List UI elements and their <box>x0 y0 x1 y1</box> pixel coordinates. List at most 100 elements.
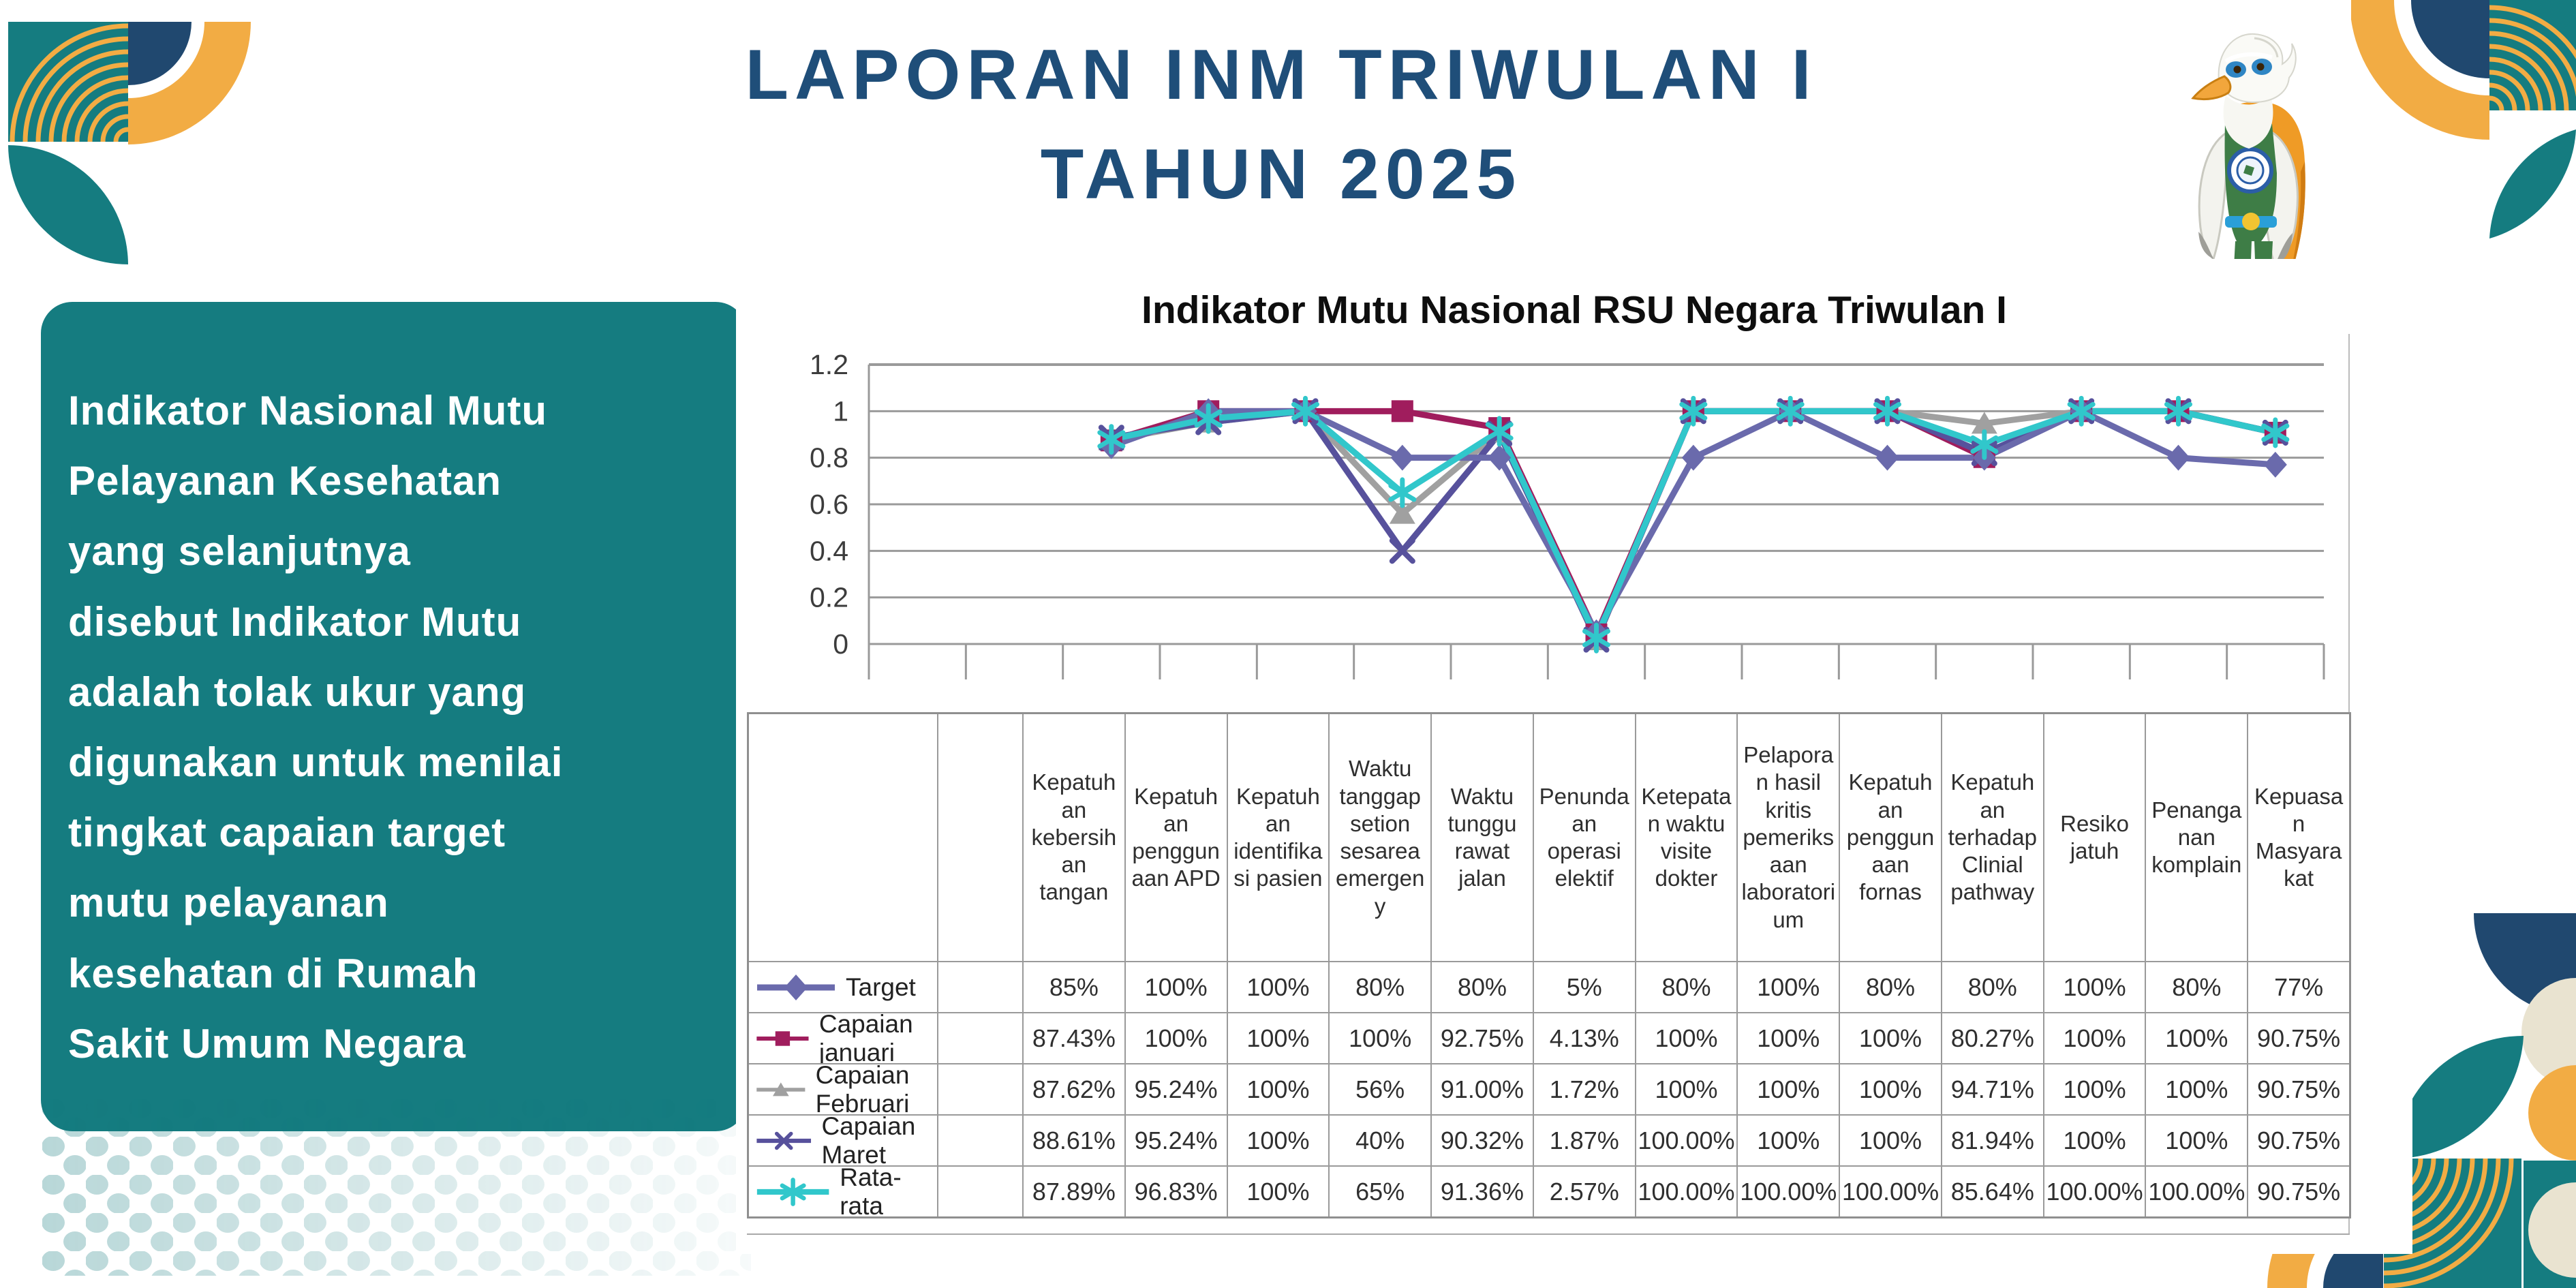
legend-label: Capaian Februari <box>815 1063 910 1114</box>
column-header-9: Kepatuhan terhadap Clinial pathway <box>1940 714 2043 961</box>
y-axis-label: 0 <box>833 628 848 660</box>
series-line-0 <box>1110 408 2276 636</box>
y-axis-label: 0.4 <box>810 535 848 566</box>
asterisk-marker <box>1582 622 1610 654</box>
asterisk-marker <box>1388 477 1417 508</box>
value-cell-r4-c12: 90.75% <box>2247 1165 2349 1216</box>
value-cell-r3-c9: 81.94% <box>1940 1114 2043 1165</box>
value-cell-r4-c8: 100.00% <box>1839 1165 1941 1216</box>
cream-quarter <box>2528 1182 2576 1278</box>
yellow-disc <box>2528 1065 2576 1161</box>
value-cell-r2-c1: 95.24% <box>1124 1063 1227 1114</box>
intro-box: Indikator Nasional Mutu Pelayanan Keseha… <box>41 302 747 1131</box>
value-cell-r2-c10: 100% <box>2042 1063 2145 1114</box>
value-cell-r0-c12: 77% <box>2247 961 2349 1012</box>
value-cell-r2-c2: 100% <box>1226 1063 1329 1114</box>
value-cell-r4-c9: 85.64% <box>1940 1165 2043 1216</box>
value-cell-r1-c2: 100% <box>1226 1012 1329 1063</box>
value-cell-r4-c4: 91.36% <box>1430 1165 1533 1216</box>
value-cell-r1-c3: 100% <box>1328 1012 1431 1063</box>
table-corner-cell <box>749 714 937 961</box>
value-cell-r3-c7: 100% <box>1736 1114 1839 1165</box>
square-marker <box>775 1030 791 1046</box>
column-header-11: Penanganan komplain <box>2145 714 2247 961</box>
value-cell-r4-c0: 87.89% <box>1022 1165 1124 1216</box>
legend-marker-icon <box>756 1177 829 1206</box>
column-header-0: Kepatuhan kebersihan tangan <box>1022 714 1124 961</box>
value-cell-r0-c11: 80% <box>2145 961 2248 1012</box>
value-cell-r4-c11: 100.00% <box>2145 1165 2248 1216</box>
brow <box>2224 52 2273 63</box>
intro-text: Indikator Nasional Mutu Pelayanan Keseha… <box>68 388 564 1067</box>
page-title-line1: LAPORAN INM TRIWULAN I <box>745 35 1818 114</box>
halftone-dots <box>42 1099 751 1276</box>
value-cell-r1-c1: 100% <box>1124 1012 1227 1063</box>
value-cell-r3-c11: 100% <box>2145 1114 2248 1165</box>
diamond-marker <box>1390 444 1414 471</box>
value-cell-r1-c4: 92.75% <box>1430 1012 1533 1063</box>
asterisk-marker <box>1873 395 1901 427</box>
legend-marker-icon <box>757 974 835 1000</box>
value-cell-r3-c2: 100% <box>1226 1114 1329 1165</box>
legend-cell-4: Rata-rata <box>749 1165 937 1216</box>
series-line-1 <box>1110 408 2276 638</box>
asterisk-marker <box>2164 395 2192 427</box>
value-cell-r0-c9: 80% <box>1940 961 2043 1012</box>
table-blank-cell <box>937 1063 1022 1114</box>
legend-marker-icon <box>756 1082 806 1096</box>
leaf-shape <box>2489 129 2576 239</box>
value-cell-r3-c4: 90.32% <box>1430 1114 1533 1165</box>
corner-decoration-top-left <box>8 22 251 264</box>
badge-glyph <box>2243 165 2254 176</box>
cream-disc <box>2521 978 2576 1087</box>
value-cell-r2-c9: 94.71% <box>1940 1063 2043 1114</box>
column-header-7: Pelaporan hasil kritis pemeriksaan labor… <box>1736 714 1839 961</box>
value-cell-r2-c7: 100% <box>1736 1063 1839 1114</box>
neck-fluff <box>2223 95 2273 149</box>
asterisk-marker <box>1970 429 1999 460</box>
column-header-12: Kepuasan Masyarakat <box>2247 714 2349 961</box>
asterisk-marker <box>1679 395 1708 427</box>
chart-panel: Indikator Mutu Nasional RSU Negara Triwu… <box>736 259 2412 1254</box>
value-cell-r1-c0: 87.43% <box>1022 1012 1124 1063</box>
diamond-marker <box>2166 444 2190 471</box>
column-header-8: Kepatuhan penggunaan fornas <box>1839 714 1941 961</box>
left-eye <box>2233 65 2241 74</box>
right-eye <box>2256 63 2265 71</box>
value-cell-r4-c6: 100.00% <box>1634 1165 1737 1216</box>
column-header-1: Kepatuhan penggunaan APD <box>1124 714 1227 961</box>
left-wing-tips <box>2198 232 2213 259</box>
value-cell-r3-c0: 88.61% <box>1022 1114 1124 1165</box>
value-cell-r0-c1: 100% <box>1124 961 1227 1012</box>
value-cell-r3-c12: 90.75% <box>2247 1114 2349 1165</box>
belt-buckle <box>2242 213 2260 230</box>
quarter-swoosh <box>2351 0 2489 140</box>
legend-label: Rata-rata <box>840 1165 902 1216</box>
x-marker <box>774 1131 793 1150</box>
page-title-line2: TAHUN 2025 <box>1040 134 1522 214</box>
value-cell-r0-c7: 100% <box>1736 961 1839 1012</box>
diamond-marker <box>1488 444 1512 471</box>
value-cell-r2-c8: 100% <box>1839 1063 1941 1114</box>
legend-cell-0: Target <box>749 961 937 1012</box>
value-cell-r2-c6: 100% <box>1634 1063 1737 1114</box>
crest-line <box>2254 37 2279 58</box>
value-cell-r0-c6: 80% <box>1634 961 1737 1012</box>
diamond-marker <box>784 974 808 1000</box>
value-cell-r4-c7: 100.00% <box>1736 1165 1839 1216</box>
column-header-4: Waktu tunggu rawat jalan <box>1430 714 1533 961</box>
asterisk-marker <box>1097 424 1126 455</box>
right-wing-tips <box>2275 233 2293 266</box>
value-cell-r4-c10: 100.00% <box>2042 1165 2145 1216</box>
value-cell-r4-c3: 65% <box>1328 1165 1431 1216</box>
mascot-bird <box>2191 33 2305 298</box>
asterisk-marker <box>2261 417 2290 448</box>
legend-label: Capaian januari <box>818 1012 913 1063</box>
legend-marker-icon <box>756 1131 812 1150</box>
value-cell-r3-c10: 100% <box>2042 1114 2145 1165</box>
diamond-marker <box>1681 444 1705 471</box>
value-cell-r4-c5: 2.57% <box>1532 1165 1635 1216</box>
beak <box>2191 75 2232 101</box>
asterisk-marker <box>1485 416 1514 447</box>
value-cell-r1-c5: 4.13% <box>1532 1012 1635 1063</box>
